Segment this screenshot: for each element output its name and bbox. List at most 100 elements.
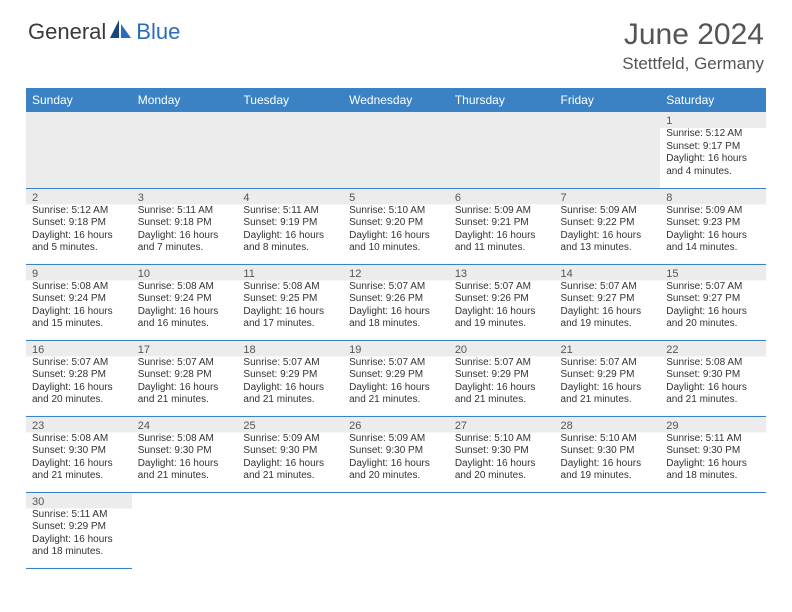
sunrise-text: Sunrise: 5:08 AM [666, 357, 760, 370]
sunrise-text: Sunrise: 5:07 AM [243, 357, 337, 370]
sunset-text: Sunset: 9:29 PM [349, 369, 443, 382]
sunset-text: Sunset: 9:20 PM [349, 217, 443, 230]
day-number: 26 [349, 420, 443, 432]
sunset-text: Sunset: 9:23 PM [666, 217, 760, 230]
day-info: Sunrise: 5:11 AMSunset: 9:19 PMDaylight:… [243, 205, 337, 255]
sunrise-text: Sunrise: 5:07 AM [349, 281, 443, 294]
sunrise-text: Sunrise: 5:09 AM [666, 205, 760, 218]
day-info: Sunrise: 5:10 AMSunset: 9:20 PMDaylight:… [349, 205, 443, 255]
sunset-text: Sunset: 9:29 PM [243, 369, 337, 382]
calendar-day-cell: 19Sunrise: 5:07 AMSunset: 9:29 PMDayligh… [343, 340, 449, 416]
sunset-text: Sunset: 9:28 PM [138, 369, 232, 382]
day-number: 3 [138, 192, 232, 204]
title-block: June 2024 Stettfeld, Germany [622, 18, 764, 74]
weekday-header: Monday [132, 88, 238, 112]
day-info: Sunrise: 5:07 AMSunset: 9:27 PMDaylight:… [666, 281, 760, 331]
day-info: Sunrise: 5:07 AMSunset: 9:27 PMDaylight:… [561, 281, 655, 331]
daylight-text: Daylight: 16 hours and 19 minutes. [561, 458, 655, 483]
sunrise-text: Sunrise: 5:07 AM [455, 281, 549, 294]
day-number: 7 [561, 192, 655, 204]
daylight-text: Daylight: 16 hours and 13 minutes. [561, 230, 655, 255]
calendar-day-cell: 10Sunrise: 5:08 AMSunset: 9:24 PMDayligh… [132, 264, 238, 340]
sunset-text: Sunset: 9:29 PM [455, 369, 549, 382]
weekday-header: Thursday [449, 88, 555, 112]
calendar-day-cell: 28Sunrise: 5:10 AMSunset: 9:30 PMDayligh… [555, 416, 661, 492]
day-number: 5 [349, 192, 443, 204]
sunrise-text: Sunrise: 5:10 AM [561, 433, 655, 446]
calendar-day-cell [132, 492, 238, 568]
sunset-text: Sunset: 9:29 PM [32, 521, 126, 534]
sunrise-text: Sunrise: 5:09 AM [349, 433, 443, 446]
sunset-text: Sunset: 9:26 PM [349, 293, 443, 306]
calendar-body: 1 Sunrise: 5:12 AM Sunset: 9:17 PM Daylight… [26, 112, 766, 568]
calendar-day-cell: 24Sunrise: 5:08 AMSunset: 9:30 PMDayligh… [132, 416, 238, 492]
day-number: 21 [561, 344, 655, 356]
sunrise-text: Sunrise: 5:10 AM [349, 205, 443, 218]
day-number: 24 [138, 420, 232, 432]
day-number: 27 [455, 420, 549, 432]
daylight-text: Daylight: 16 hours and 11 minutes. [455, 230, 549, 255]
sunrise-text: Sunrise: 5:12 AM [32, 205, 126, 218]
calendar-day-cell: 22Sunrise: 5:08 AMSunset: 9:30 PMDayligh… [660, 340, 766, 416]
daylight-text: Daylight: 16 hours and 21 minutes. [561, 382, 655, 407]
sunrise-text: Sunrise: 5:11 AM [666, 433, 760, 446]
weekday-header: Friday [555, 88, 661, 112]
weekday-header-row: Sunday Monday Tuesday Wednesday Thursday… [26, 88, 766, 112]
sunrise-text: Sunrise: 5:07 AM [561, 281, 655, 294]
calendar-day-cell: 23Sunrise: 5:08 AMSunset: 9:30 PMDayligh… [26, 416, 132, 492]
day-number: 23 [32, 420, 126, 432]
sunset-text: Sunset: 9:30 PM [561, 445, 655, 458]
day-info: Sunrise: 5:07 AMSunset: 9:26 PMDaylight:… [349, 281, 443, 331]
calendar-day-cell: 17Sunrise: 5:07 AMSunset: 9:28 PMDayligh… [132, 340, 238, 416]
daylight-text: Daylight: 16 hours and 7 minutes. [138, 230, 232, 255]
weekday-header: Saturday [660, 88, 766, 112]
daylight-text: Daylight: 16 hours and 19 minutes. [561, 306, 655, 331]
sunset-text: Sunset: 9:21 PM [455, 217, 549, 230]
calendar-day-cell: 15Sunrise: 5:07 AMSunset: 9:27 PMDayligh… [660, 264, 766, 340]
day-number: 13 [455, 268, 549, 280]
day-number: 8 [666, 192, 760, 204]
day-number: 16 [32, 344, 126, 356]
logo-text-general: General [28, 19, 106, 45]
day-info: Sunrise: 5:08 AMSunset: 9:25 PMDaylight:… [243, 281, 337, 331]
daylight-text: Daylight: 16 hours and 20 minutes. [32, 382, 126, 407]
day-number: 22 [666, 344, 760, 356]
day-number: 20 [455, 344, 549, 356]
calendar-day-cell: 6Sunrise: 5:09 AMSunset: 9:21 PMDaylight… [449, 188, 555, 264]
calendar-day-cell [449, 492, 555, 568]
calendar-day-cell [26, 112, 132, 188]
daylight-text: Daylight: 16 hours and 20 minutes. [349, 458, 443, 483]
calendar-day-cell: 3Sunrise: 5:11 AMSunset: 9:18 PMDaylight… [132, 188, 238, 264]
sunset-text: Sunset: 9:24 PM [138, 293, 232, 306]
calendar-day-cell [555, 492, 661, 568]
day-number: 25 [243, 420, 337, 432]
calendar-day-cell [132, 112, 238, 188]
sunrise-text: Sunrise: 5:08 AM [138, 281, 232, 294]
sunrise-text: Sunrise: 5:11 AM [243, 205, 337, 218]
sunset-text: Sunset: 9:22 PM [561, 217, 655, 230]
sunset-text: Sunset: 9:17 PM [666, 141, 760, 154]
day-info: Sunrise: 5:09 AMSunset: 9:30 PMDaylight:… [349, 433, 443, 483]
day-number: 10 [138, 268, 232, 280]
daylight-text: Daylight: 16 hours and 5 minutes. [32, 230, 126, 255]
day-info: Sunrise: 5:07 AMSunset: 9:29 PMDaylight:… [455, 357, 549, 407]
day-number: 15 [666, 268, 760, 280]
day-number: 14 [561, 268, 655, 280]
day-number: 11 [243, 268, 337, 280]
day-info: Sunrise: 5:08 AMSunset: 9:24 PMDaylight:… [138, 281, 232, 331]
day-info: Sunrise: 5:07 AMSunset: 9:29 PMDaylight:… [561, 357, 655, 407]
day-info: Sunrise: 5:07 AMSunset: 9:28 PMDaylight:… [138, 357, 232, 407]
day-number: 2 [32, 192, 126, 204]
day-info: Sunrise: 5:10 AMSunset: 9:30 PMDaylight:… [455, 433, 549, 483]
header: General Blue June 2024 Stettfeld, German… [0, 0, 792, 82]
day-info: Sunrise: 5:08 AMSunset: 9:30 PMDaylight:… [666, 357, 760, 407]
calendar-day-cell: 13Sunrise: 5:07 AMSunset: 9:26 PMDayligh… [449, 264, 555, 340]
day-number: 1 [666, 115, 760, 127]
weekday-header: Sunday [26, 88, 132, 112]
calendar-day-cell: 27Sunrise: 5:10 AMSunset: 9:30 PMDayligh… [449, 416, 555, 492]
sunrise-text: Sunrise: 5:09 AM [561, 205, 655, 218]
day-number: 9 [32, 268, 126, 280]
logo-sail-icon [108, 18, 134, 45]
calendar-day-cell: 12Sunrise: 5:07 AMSunset: 9:26 PMDayligh… [343, 264, 449, 340]
weekday-header: Tuesday [237, 88, 343, 112]
